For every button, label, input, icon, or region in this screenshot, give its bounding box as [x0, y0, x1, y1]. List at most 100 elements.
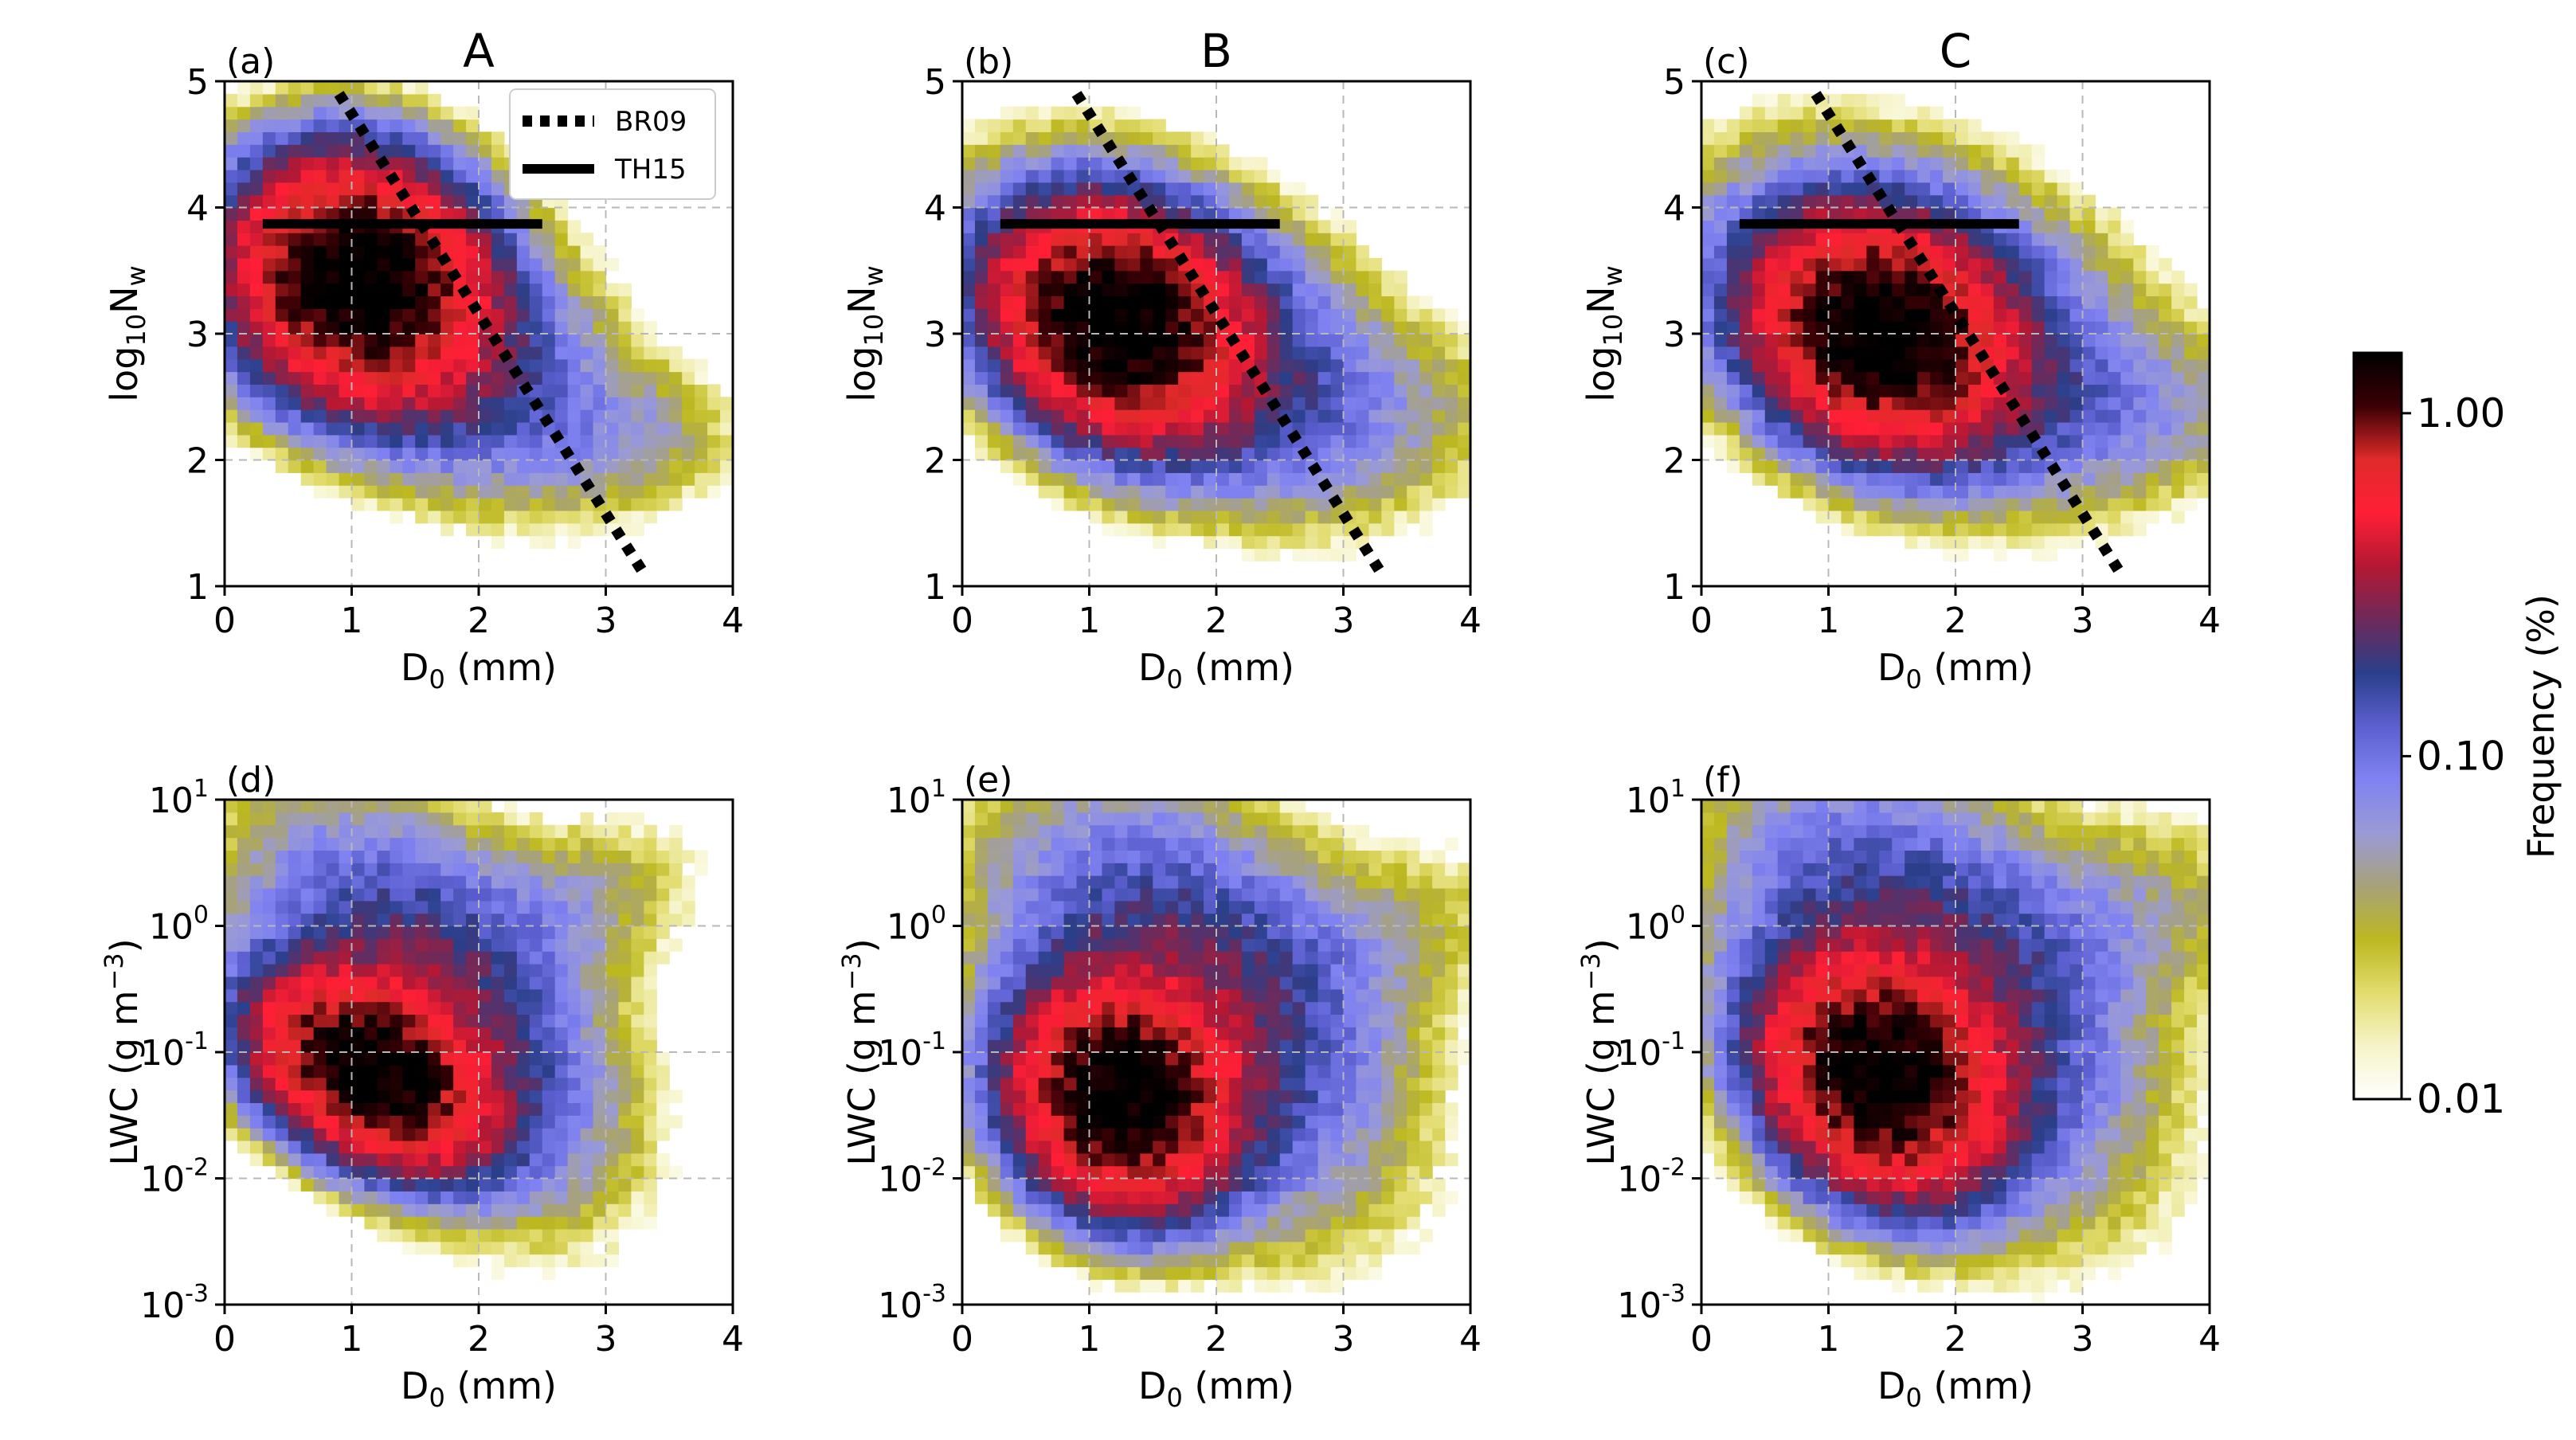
- heatmap-cell: [415, 1052, 429, 1066]
- heatmap-cell: [1292, 510, 1306, 524]
- heatmap-cell: [1140, 498, 1153, 511]
- heatmap-cell: [466, 182, 480, 196]
- heatmap-cell: [1038, 182, 1052, 196]
- heatmap-cell: [669, 371, 683, 385]
- heatmap-cell: [605, 346, 620, 360]
- heatmap-cell: [440, 1203, 454, 1217]
- heatmap-cell: [503, 1203, 518, 1217]
- heatmap-cell: [1000, 397, 1014, 410]
- heatmap-cell: [1879, 245, 1893, 259]
- heatmap-cell: [1012, 270, 1027, 284]
- heatmap-cell: [326, 131, 340, 145]
- heatmap-cell: [644, 460, 657, 473]
- heatmap-cell: [1828, 257, 1842, 272]
- heatmap-cell: [415, 863, 429, 876]
- heatmap-cell: [1063, 131, 1078, 145]
- heatmap-cell: [516, 988, 530, 1003]
- heatmap-cell: [1178, 397, 1192, 410]
- heatmap-cell: [567, 1128, 581, 1141]
- heatmap-cell: [466, 1027, 480, 1040]
- heatmap-cell: [1828, 233, 1842, 246]
- heatmap-cell: [225, 988, 238, 1003]
- heatmap-cell: [542, 460, 556, 473]
- heatmap-cell: [466, 498, 480, 511]
- heatmap-cell: [542, 270, 556, 284]
- heatmap-cell: [1803, 131, 1817, 145]
- heatmap-cell: [1279, 283, 1294, 297]
- heatmap-cell: [364, 1014, 378, 1027]
- heatmap-cell: [1381, 460, 1395, 473]
- heatmap-cell: [1445, 421, 1458, 436]
- heatmap-cell: [618, 900, 632, 914]
- heatmap-cell: [1292, 397, 1306, 410]
- heatmap-cell: [1381, 434, 1395, 448]
- heatmap-cell: [656, 472, 670, 486]
- heatmap-cell: [567, 900, 581, 914]
- heatmap-cell: [1930, 207, 1944, 221]
- heatmap-cell: [1140, 510, 1153, 524]
- heatmap-cell: [313, 951, 327, 965]
- heatmap-cell: [1917, 485, 1931, 499]
- heatmap-cell: [1394, 510, 1407, 524]
- heatmap-cell: [491, 1102, 505, 1116]
- heatmap-cell: [2108, 522, 2121, 537]
- heatmap-cell: [288, 1039, 302, 1053]
- heatmap-cell: [262, 371, 276, 385]
- heatmap-cell: [364, 257, 378, 272]
- heatmap-cell: [1266, 270, 1281, 284]
- heatmap-cell: [1191, 295, 1204, 309]
- heatmap-cell: [402, 976, 416, 990]
- heatmap-cell: [1905, 485, 1918, 499]
- heatmap-cell: [1993, 409, 2007, 423]
- heatmap-cell: [1407, 334, 1420, 347]
- heatmap-cell: [2006, 207, 2020, 221]
- heatmap-cell: [428, 900, 441, 914]
- heatmap-cell: [351, 951, 366, 965]
- heatmap-cell: [974, 220, 989, 233]
- heatmap-cell: [313, 233, 327, 246]
- heatmap-cell: [1292, 346, 1306, 360]
- heatmap-cell: [1114, 106, 1128, 120]
- heatmap-cell: [1241, 472, 1255, 486]
- heatmap-cell: [288, 1064, 302, 1078]
- heatmap-cell: [1713, 434, 1728, 448]
- heatmap-cell: [300, 182, 315, 196]
- heatmap-cell: [1790, 182, 1804, 196]
- heatmap-cell: [1854, 119, 1867, 132]
- heatmap-cell: [1892, 131, 1905, 145]
- heatmap-cell: [567, 913, 581, 927]
- heatmap-cell: [237, 1077, 251, 1091]
- heatmap-cell: [2171, 510, 2185, 524]
- heatmap-cell: [1955, 498, 1969, 511]
- heatmap-cell: [1879, 169, 1893, 183]
- heatmap-cell: [466, 875, 480, 889]
- heatmap-cell: [987, 131, 1001, 145]
- heatmap-cell: [644, 964, 657, 977]
- heatmap-cell: [1063, 371, 1078, 385]
- heatmap-cell: [644, 447, 657, 461]
- heatmap-cell: [1102, 421, 1115, 436]
- heatmap-cell: [1216, 522, 1230, 537]
- heatmap-cell: [262, 951, 276, 965]
- heatmap-cell: [2133, 295, 2147, 309]
- heatmap-cell: [351, 384, 366, 397]
- heatmap-cell: [364, 812, 378, 826]
- heatmap-cell: [580, 1052, 594, 1066]
- heatmap-cell: [1841, 295, 1854, 309]
- heatmap-cell: [1930, 498, 1944, 511]
- x-axis-label: D0 (mm): [401, 646, 557, 695]
- heatmap-cell: [440, 321, 454, 335]
- heatmap-cell: [1025, 245, 1039, 259]
- heatmap-cell: [1127, 510, 1141, 524]
- heatmap-cell: [2069, 182, 2084, 196]
- heatmap-cell: [618, 1178, 632, 1192]
- heatmap-cell: [225, 321, 238, 335]
- heatmap-cell: [1419, 409, 1433, 423]
- heatmap-cell: [669, 1165, 683, 1180]
- heatmap-cell: [1917, 421, 1931, 436]
- heatmap-cell: [1216, 397, 1230, 410]
- heatmap-cell: [237, 106, 251, 120]
- heatmap-cell: [249, 409, 264, 423]
- heatmap-cell: [440, 1014, 454, 1027]
- heatmap-cell: [1178, 346, 1192, 360]
